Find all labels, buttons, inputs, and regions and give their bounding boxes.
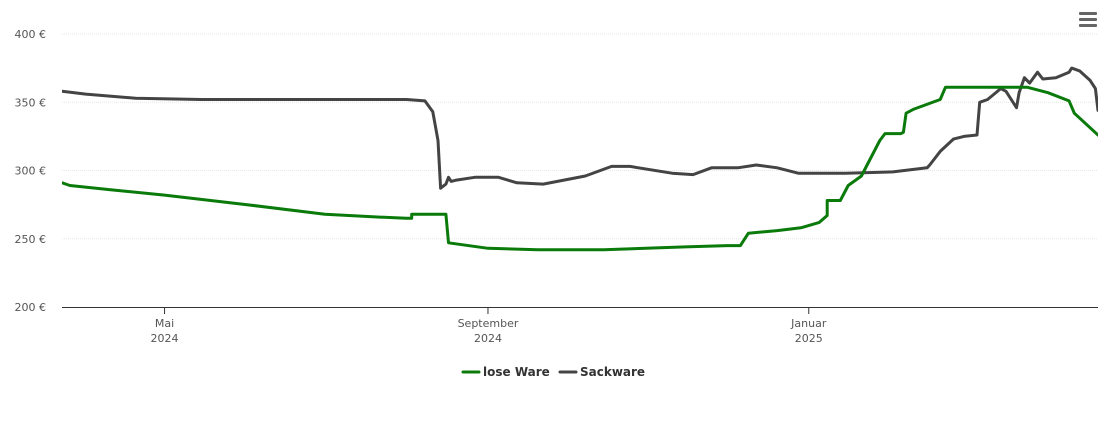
y-axis: 200 € 250 € 300 € 350 € 400 € xyxy=(15,28,47,314)
menu-bar-middle xyxy=(1079,18,1097,21)
x-tick-label: Januar xyxy=(790,317,827,330)
series-line-lose-ware xyxy=(62,85,1098,252)
y-tick-label: 200 € xyxy=(15,301,47,314)
legend-item-lose-ware[interactable]: lose Ware xyxy=(461,365,550,379)
x-tick-label-year: 2024 xyxy=(474,332,502,345)
legend[interactable]: lose Ware Sackware xyxy=(461,365,645,379)
legend-label: lose Ware xyxy=(483,365,550,379)
y-tick-label: 250 € xyxy=(15,233,47,246)
menu-bar-bottom xyxy=(1079,24,1097,27)
y-tick-label: 300 € xyxy=(15,165,47,178)
menu-bar-top xyxy=(1079,12,1097,15)
x-tick-label-year: 2025 xyxy=(795,332,823,345)
y-tick-label: 350 € xyxy=(15,96,47,109)
grid-lines xyxy=(62,33,1098,240)
y-tick-label: 400 € xyxy=(15,28,47,41)
legend-label: Sackware xyxy=(580,365,645,379)
hamburger-menu-icon[interactable] xyxy=(1078,12,1098,30)
x-tick-label-year: 2024 xyxy=(151,332,179,345)
x-axis: Mai 2024 September 2024 Januar 2025 xyxy=(62,307,1098,345)
series-lines xyxy=(62,66,1098,252)
legend-item-sackware[interactable]: Sackware xyxy=(558,365,645,379)
series-line-sackware xyxy=(62,66,1098,190)
x-tick-label: September xyxy=(458,317,519,330)
x-tick-label: Mai xyxy=(155,317,174,330)
